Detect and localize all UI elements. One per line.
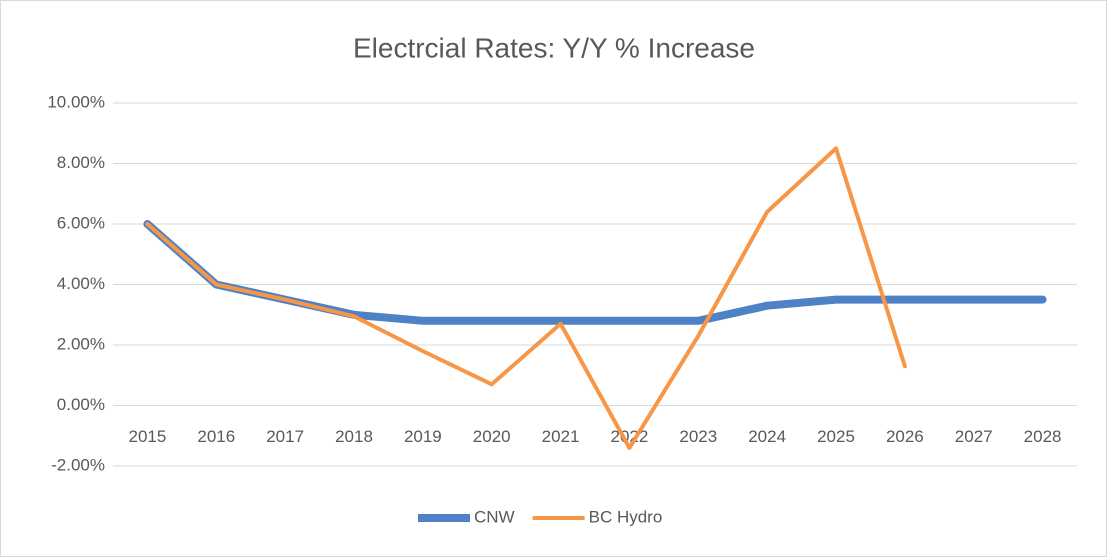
x-tick-label: 2018 xyxy=(335,427,373,446)
x-tick-label: 2024 xyxy=(748,427,786,446)
x-tick-label: 2027 xyxy=(955,427,993,446)
x-tick-label: 2015 xyxy=(129,427,167,446)
y-tick-label: 4.00% xyxy=(57,274,105,293)
y-tick-label: -2.00% xyxy=(51,455,105,474)
x-tick-label: 2019 xyxy=(404,427,442,446)
series-line xyxy=(145,146,907,450)
x-tick-label: 2016 xyxy=(197,427,235,446)
y-tick-label: 2.00% xyxy=(57,334,105,353)
x-tick-label: 2028 xyxy=(1024,427,1062,446)
x-tick-label: 2026 xyxy=(886,427,924,446)
x-tick-label: 2020 xyxy=(473,427,511,446)
x-tick-label: 2021 xyxy=(542,427,580,446)
legend-label: CNW xyxy=(474,507,515,526)
chart-title: Electrcial Rates: Y/Y % Increase xyxy=(353,32,755,63)
y-tick-label: 10.00% xyxy=(47,92,105,111)
x-tick-label: 2023 xyxy=(679,427,717,446)
y-tick-label: 0.00% xyxy=(57,395,105,414)
x-tick-label: 2017 xyxy=(266,427,304,446)
y-tick-label: 8.00% xyxy=(57,153,105,172)
legend-label: BC Hydro xyxy=(589,507,663,526)
y-tick-label: 6.00% xyxy=(57,213,105,232)
x-tick-label: 2025 xyxy=(817,427,855,446)
